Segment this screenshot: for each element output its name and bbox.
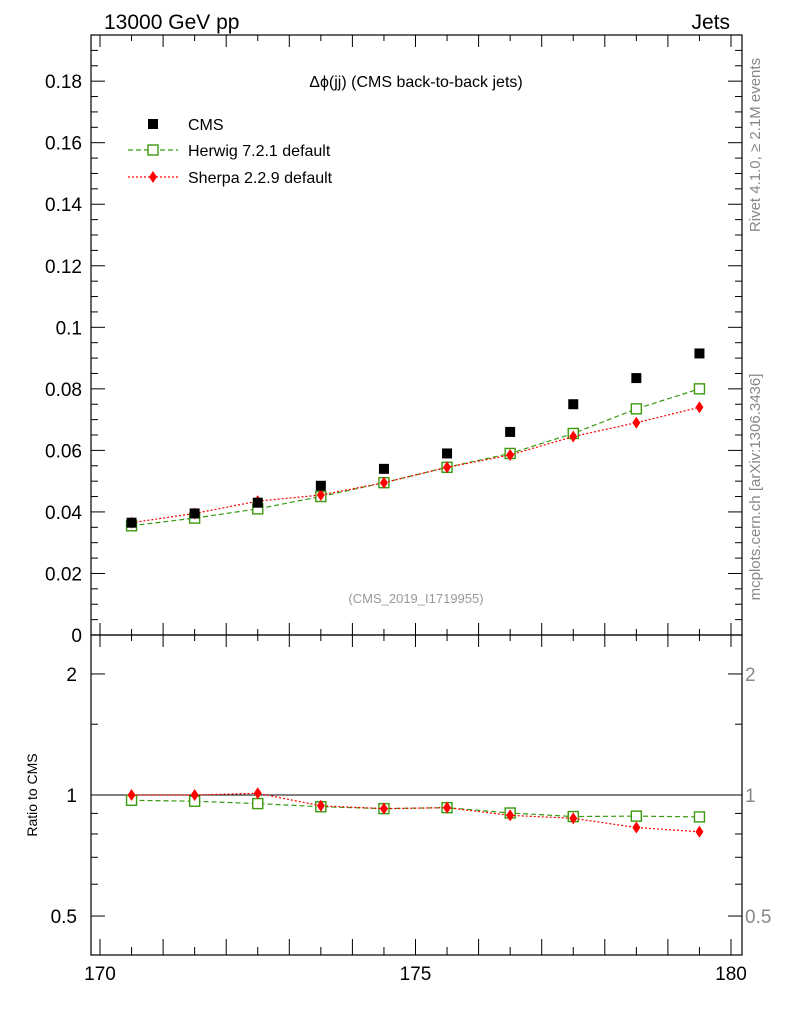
sherpa-ratio-point [506,809,515,822]
sherpa-point [506,449,515,461]
sherpa-ratio-point [695,825,704,838]
ratio-y-tick-label: 1 [66,786,77,807]
main-panel: 0 0.02 0.04 0.06 0.08 0.1 0.12 0.14 0.16 0.18 Δϕ(… [45,34,743,647]
header-left: 13000 GeV pp [104,11,239,34]
legend-sherpa-marker [149,171,157,183]
main-y-tick-label: 0 [71,626,82,647]
sherpa-point [443,461,452,474]
sherpa-point [379,476,388,489]
legend-sherpa-label: Sherpa 2.2.9 default [188,170,333,187]
sherpa-ratio-point [379,802,388,815]
main-x-ticks [99,35,732,635]
legend-data-label: CMS [188,117,224,134]
mcplots-label: mcplots.cern.ch [arXiv:1306.3436] [747,374,764,601]
data-point [694,348,705,359]
herwig-point [693,383,706,395]
herwig-ratio-point [693,811,706,823]
ratio-y-axis: 0.5 0.5 1 1 2 2 [51,665,772,928]
main-y-tick-label: 0.16 [45,134,82,155]
main-y-tick-label: 0.06 [45,441,82,462]
ratio-series [125,787,706,838]
herwig-line [131,388,700,527]
header-right: Jets [691,11,730,34]
data-point [378,463,389,474]
ratio-y-tick-label-right: 0.5 [745,907,771,928]
sherpa-ratio-point [632,821,641,834]
sherpa-point [569,430,578,443]
ratio-y-tick-label: 0.5 [51,907,77,928]
sherpa-ratio-point [253,787,262,800]
legend-herwig-label: Herwig 7.2.1 default [188,143,331,160]
ratio-x-axis: 170 175 180 [84,635,747,985]
herwig-ratio-point [252,797,264,810]
sherpa-point [316,489,325,501]
sherpa-ratio-point [190,789,199,801]
sherpa-ratio-point [443,801,452,814]
data-point [126,517,137,528]
ratio-panel: 0.5 0.5 1 1 2 2 170 175 180 Ratio to CMS [24,634,772,985]
legend-herwig-marker [147,144,159,156]
sherpa-point [695,401,704,414]
rivet-label: Rivet 4.1.0, ≥ 2.1M events [747,58,764,232]
ratio-y-tick-label-right: 1 [745,786,756,807]
ratio-x-tick-label: 180 [715,964,747,985]
data-point [442,448,453,459]
sherpa-ratio-point [569,812,578,825]
sherpa-line [131,406,700,524]
ratio-ylabel: Ratio to CMS [24,753,40,836]
main-y-tick-label: 0.02 [45,564,82,585]
ratio-x-tick-label: 170 [84,964,116,985]
sherpa-point [632,416,641,429]
data-point [631,373,642,384]
data-point [505,426,516,437]
main-y-tick-label: 0.08 [45,380,82,401]
data-point [568,399,579,410]
legend: CMS Herwig 7.2.1 default Sherpa 2.2.9 defa… [128,117,333,187]
data-point [252,497,263,508]
ratio-y-tick-label: 2 [66,665,77,686]
herwig-point [630,403,643,415]
main-y-axis: 0 0.02 0.04 0.06 0.08 0.1 0.12 0.14 0.16 0.18 [45,49,742,647]
main-y-tick-label: 0.12 [45,257,82,278]
sherpa-ratio-line [131,792,700,833]
main-y-tick-label: 0.1 [56,318,82,339]
ratio-x-tick-label: 175 [400,964,432,985]
watermark: (CMS_2019_I1719955) [348,591,483,606]
main-y-tick-label: 0.04 [45,503,82,524]
data-point [189,508,200,519]
sherpa-ratio-point [316,799,325,812]
legend-data-marker [148,119,158,129]
main-title: Δϕ(jj) (CMS back-to-back jets) [309,74,522,91]
ratio-y-tick-label-right: 2 [745,665,756,686]
main-series [125,348,706,532]
herwig-ratio-point [630,810,643,822]
sherpa-ratio-point [127,789,136,801]
main-y-tick-label: 0.18 [45,72,82,93]
data-point [315,480,326,491]
main-y-tick-label: 0.14 [45,195,82,216]
